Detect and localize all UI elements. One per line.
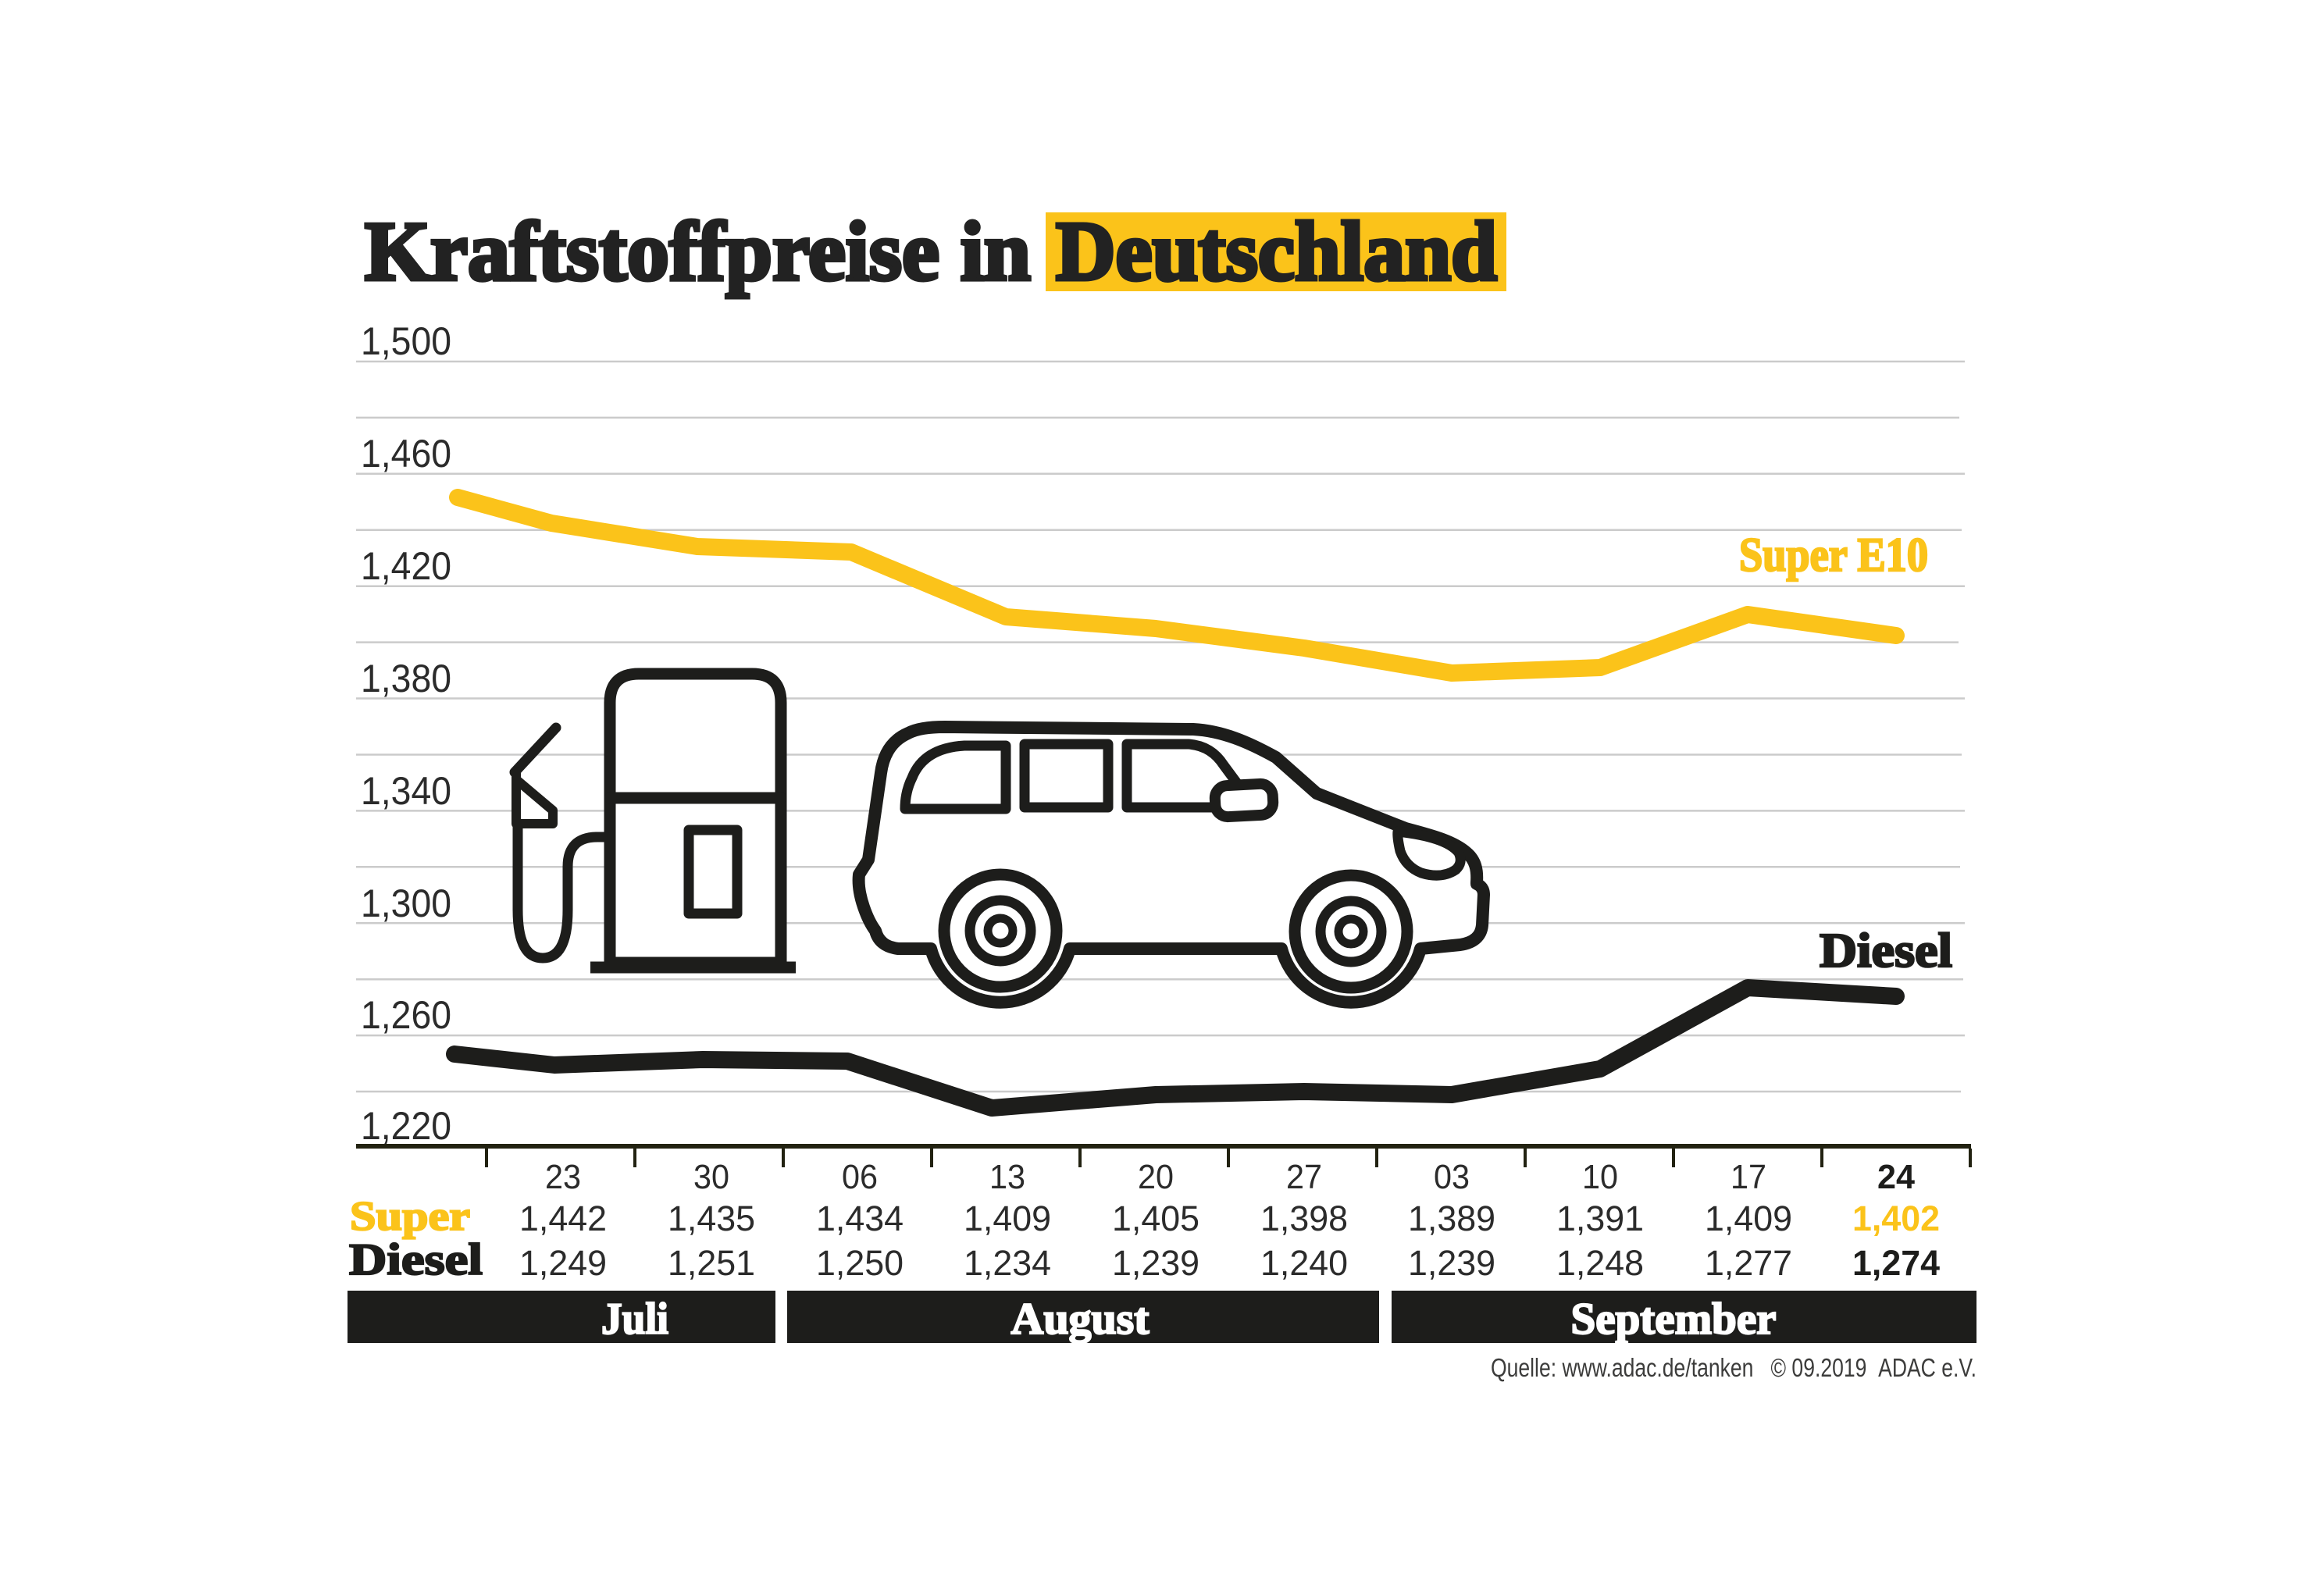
svg-text:1,274: 1,274 — [1852, 1243, 1940, 1283]
svg-text:1,250: 1,250 — [816, 1243, 904, 1283]
svg-text:1,402: 1,402 — [1852, 1199, 1940, 1238]
svg-text:1,409: 1,409 — [1705, 1199, 1792, 1238]
svg-text:1,277: 1,277 — [1705, 1243, 1792, 1283]
svg-text:1,220: 1,220 — [361, 1104, 451, 1148]
svg-text:24: 24 — [1877, 1158, 1916, 1196]
svg-text:1,248: 1,248 — [1556, 1243, 1644, 1283]
svg-text:Diesel: Diesel — [349, 1235, 483, 1284]
svg-text:1,300: 1,300 — [361, 882, 451, 925]
svg-text:1,420: 1,420 — [361, 544, 451, 588]
svg-text:1,380: 1,380 — [361, 657, 451, 700]
svg-text:1,234: 1,234 — [964, 1243, 1051, 1283]
svg-text:1,240: 1,240 — [1260, 1243, 1348, 1283]
svg-text:1,251: 1,251 — [668, 1243, 755, 1283]
svg-text:1,405: 1,405 — [1112, 1199, 1199, 1238]
svg-text:1,460: 1,460 — [361, 432, 451, 476]
svg-text:September: September — [1571, 1295, 1777, 1344]
svg-text:Diesel: Diesel — [1820, 924, 1952, 978]
svg-text:Juli: Juli — [601, 1295, 668, 1344]
svg-text:17: 17 — [1731, 1158, 1766, 1196]
svg-text:Quelle: www.adac.de/tanken ©: Quelle: www.adac.de/tanken © 09.2019 ADA… — [1491, 1353, 1976, 1382]
svg-text:1,260: 1,260 — [361, 993, 451, 1037]
svg-text:Super: Super — [350, 1194, 470, 1239]
svg-text:1,389: 1,389 — [1408, 1199, 1495, 1238]
svg-text:1,500: 1,500 — [361, 319, 451, 363]
svg-text:1,435: 1,435 — [668, 1199, 755, 1238]
svg-text:1,398: 1,398 — [1260, 1199, 1348, 1238]
svg-text:1,340: 1,340 — [361, 769, 451, 813]
svg-text:1,434: 1,434 — [816, 1199, 904, 1238]
svg-text:August: August — [1011, 1295, 1150, 1344]
svg-text:1,409: 1,409 — [964, 1199, 1051, 1238]
svg-text:13: 13 — [989, 1158, 1025, 1196]
svg-text:Kraftstoffpreise in: Kraftstoffpreise in — [365, 205, 1031, 298]
svg-text:Deutschland: Deutschland — [1056, 205, 1497, 298]
svg-text:20: 20 — [1138, 1158, 1174, 1196]
svg-text:1,391: 1,391 — [1556, 1199, 1644, 1238]
svg-text:1,249: 1,249 — [519, 1243, 607, 1283]
svg-text:06: 06 — [842, 1158, 878, 1196]
svg-text:23: 23 — [545, 1158, 581, 1196]
svg-text:1,239: 1,239 — [1408, 1243, 1495, 1283]
svg-text:27: 27 — [1286, 1158, 1322, 1196]
svg-text:10: 10 — [1582, 1158, 1618, 1196]
svg-text:03: 03 — [1434, 1158, 1470, 1196]
svg-text:1,239: 1,239 — [1112, 1243, 1199, 1283]
svg-text:1,442: 1,442 — [519, 1199, 607, 1238]
svg-text:Super E10: Super E10 — [1739, 529, 1928, 582]
svg-text:30: 30 — [693, 1158, 729, 1196]
